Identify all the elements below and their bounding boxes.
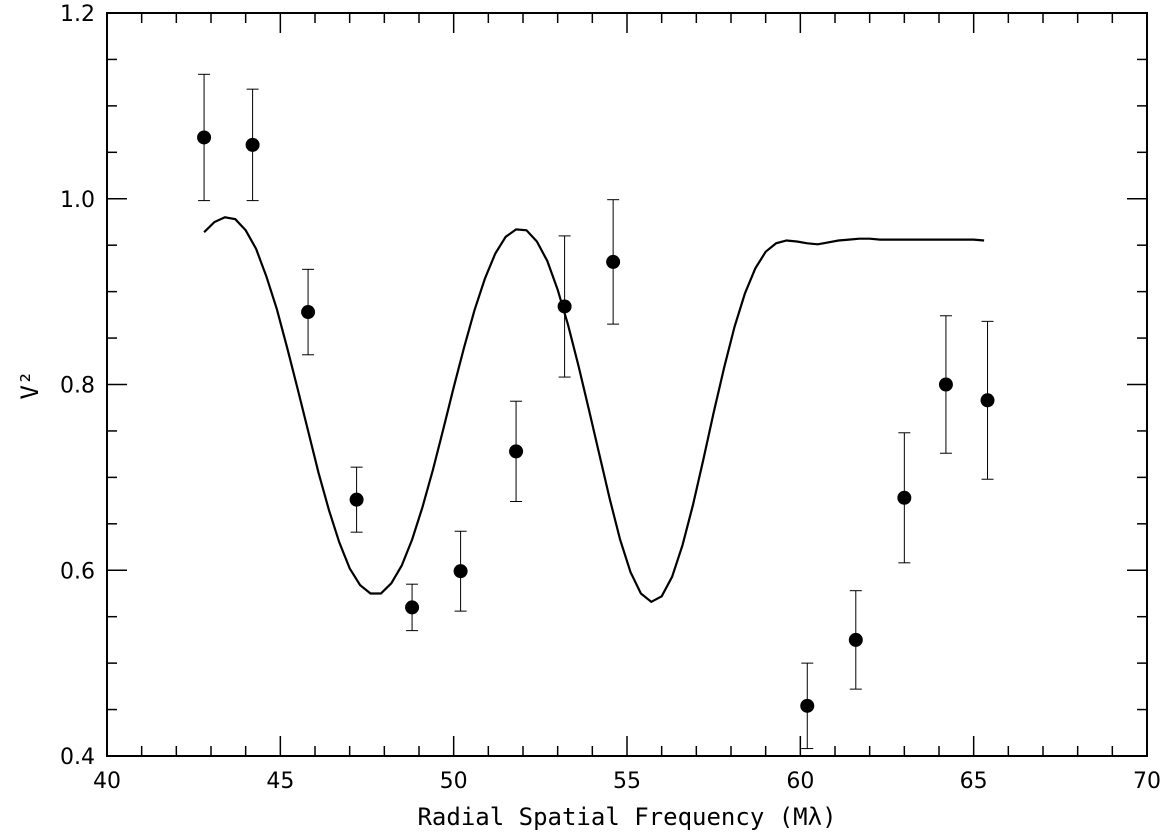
y-tick-label: 1.0 (60, 188, 95, 213)
x-tick-label: 50 (440, 769, 468, 794)
data-point (980, 393, 995, 408)
data-point (897, 490, 912, 505)
data-point (848, 632, 863, 647)
data-point (453, 564, 468, 579)
data-point (197, 130, 212, 145)
axis-ticks (106, 12, 1148, 757)
data-point (405, 600, 420, 615)
x-tick-label: 40 (93, 769, 121, 794)
model-curve (203, 216, 985, 604)
plot-frame (106, 12, 1148, 757)
x-tick-label: 55 (613, 769, 641, 794)
x-tick-label: 45 (266, 769, 294, 794)
data-point (245, 137, 260, 152)
data-point (509, 444, 524, 459)
tick-labels: 40 45 50 55 60 65 70 0.4 0.6 0.8 1.0 1.2 (60, 2, 1161, 794)
data-point (301, 305, 316, 320)
data-point (349, 492, 364, 507)
data-point (606, 254, 621, 269)
y-tick-label: 0.4 (60, 745, 95, 770)
x-axis-label: Radial Spatial Frequency (Mλ) (417, 803, 836, 831)
error-bars (198, 73, 994, 750)
data-point (938, 377, 953, 392)
data-point (557, 299, 572, 314)
data-points (197, 130, 995, 713)
x-tick-label: 65 (960, 769, 988, 794)
y-tick-label: 1.2 (60, 2, 95, 27)
x-tick-label: 70 (1133, 769, 1161, 794)
y-tick-label: 0.6 (60, 559, 95, 584)
x-tick-label: 60 (786, 769, 814, 794)
y-tick-label: 0.8 (60, 374, 95, 399)
data-point (800, 698, 815, 713)
y-axis-label: V² (16, 371, 44, 400)
